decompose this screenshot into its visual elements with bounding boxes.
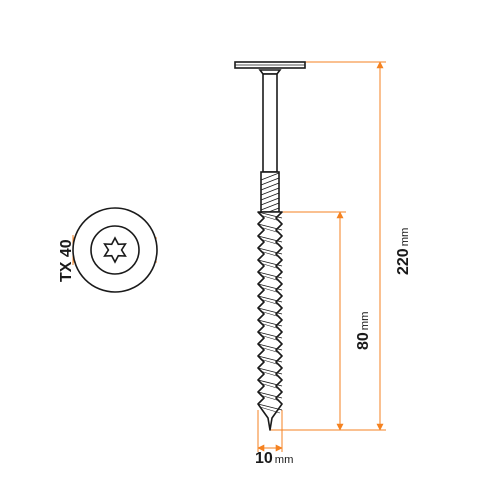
drive-type-label: TX 40 xyxy=(58,239,76,282)
screw-side-view xyxy=(235,62,305,430)
diameter-label: 10mm xyxy=(255,450,293,468)
thread-length-label: 80mm xyxy=(355,312,373,350)
total-length-label: 220mm xyxy=(395,228,413,275)
screw-head-top-view xyxy=(73,208,157,292)
